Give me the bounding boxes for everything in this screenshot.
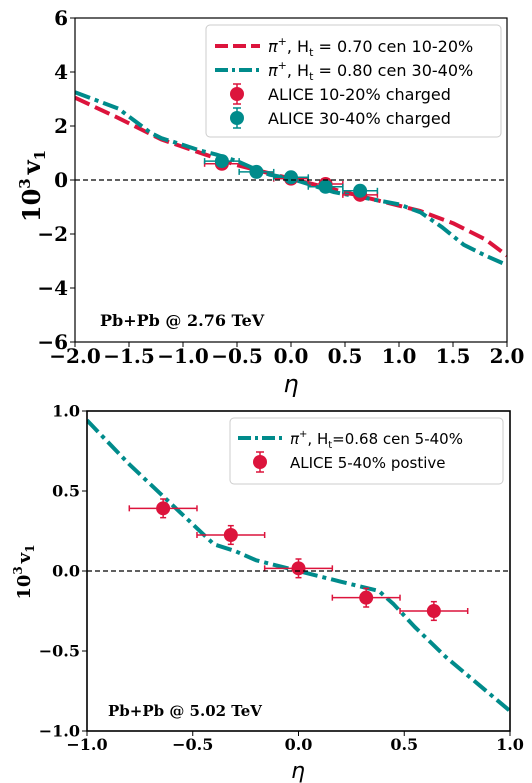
- top-tick-labels: −2.0 −1.5 −1.0 −0.5 0.0 0.5 1.0 1.5 2.0 6 4 2 0 −2 −4 −…: [37, 6, 524, 368]
- bottom-ylabel-sub: 1: [23, 544, 37, 552]
- bottom-x-tick-label: −1.0: [66, 735, 107, 754]
- bottom-y-tick-label: −0.5: [39, 642, 80, 661]
- top-legend-handle-4: [230, 107, 244, 129]
- top-legend-1-main: π: [268, 37, 278, 56]
- top-x-tick-label: −1.5: [103, 344, 155, 368]
- top-legend-box: [205, 24, 502, 138]
- bottom-legend-label-2: ALICE 5-40% postive: [290, 454, 446, 472]
- bottom-legend-1-main: π: [290, 430, 300, 448]
- bottom-y-tick-label: 1.0: [52, 402, 80, 421]
- top-legend-2-sup: +: [278, 59, 287, 72]
- bottom-legend-1-rest: , H: [307, 430, 328, 448]
- bottom-series-line-0: [87, 418, 510, 713]
- bottom-marker: [291, 561, 306, 576]
- top-legend-handle-3: [230, 83, 244, 105]
- top-ylabel-base: 10: [17, 189, 46, 222]
- top-x-tick-label: 1.5: [436, 344, 471, 368]
- top-marker: [353, 183, 368, 198]
- top-x-tick-label: −1.0: [157, 344, 209, 368]
- bottom-y-axis-title: 103 v1: [11, 544, 37, 599]
- bottom-y-tick-label: −1.0: [39, 722, 80, 741]
- bottom-x-tick-label: −0.5: [172, 735, 213, 754]
- top-annotation: Pb+Pb @ 2.76 TeV: [100, 311, 265, 330]
- bottom-y-tick-label: 0.5: [52, 482, 80, 501]
- top-legend-1-sub: t: [309, 46, 314, 59]
- top-y-tick-label: −6: [37, 330, 68, 354]
- bottom-legend-1-sup: +: [299, 429, 307, 440]
- top-marker: [318, 179, 333, 194]
- top-ylabel-sub: 1: [31, 150, 49, 160]
- top-x-tick-label: 1.0: [382, 344, 417, 368]
- bottom-legend-box: [229, 417, 504, 485]
- panel-top: −2.0 −1.5 −1.0 −0.5 0.0 0.5 1.0 1.5 2.0 6 4 2 0 −2 −4 −…: [16, 6, 524, 398]
- bottom-marker: [426, 604, 441, 618]
- bottom-ylabel-base: 10: [14, 575, 35, 600]
- bottom-data-point: [331, 587, 401, 608]
- bottom-ylabel-exp: 3: [11, 566, 25, 574]
- top-legend-2-main: π: [268, 61, 278, 80]
- top-data-point: [238, 164, 275, 179]
- top-legend-1-sup: +: [278, 35, 287, 48]
- bottom-y-tick-label: 0.0: [52, 562, 80, 581]
- top-y-tick-label: −2: [37, 222, 68, 246]
- top-y-tick-label: 2: [54, 114, 68, 138]
- top-legend-1-rest: , H: [287, 37, 309, 56]
- top-x-axis-title: η: [283, 370, 298, 398]
- top-y-tick-label: −4: [37, 276, 68, 300]
- bottom-marker: [359, 590, 374, 605]
- bottom-ylabel-var: v: [14, 552, 35, 564]
- top-x-tick-label: 0.5: [328, 344, 363, 368]
- top-legend-2-sub: t: [309, 70, 314, 83]
- bottom-legend: π+, Ht=0.68 cen 5-40% ALICE 5-40% postiv…: [229, 417, 504, 485]
- top-x-tick-label: 0.0: [274, 344, 309, 368]
- bottom-x-tick-label: 1.0: [496, 735, 524, 754]
- top-data-point: [342, 183, 379, 198]
- top-y-tick-label: 0: [54, 168, 68, 192]
- top-y-tick-label: 4: [54, 60, 68, 84]
- top-legend-label-2: π+, Ht = 0.80 cen 30-40%: [268, 59, 473, 83]
- top-y-axis-title: 103 v1: [16, 150, 49, 222]
- bottom-legend-1-tail: =0.68 cen 5-40%: [332, 430, 463, 448]
- top-legend-label-1: π+, Ht = 0.70 cen 10-20%: [268, 35, 473, 59]
- top-data-point: [203, 154, 240, 169]
- bottom-legend-handle-2: [253, 451, 267, 473]
- top-x-tick-label: 2.0: [490, 344, 525, 368]
- panel-bottom: −1.0 −0.5 0.0 0.5 1.0 1.0 0.5 0.0 −0.5 −1.0 103 v1…: [11, 402, 524, 783]
- top-x-tick-label: −2.0: [49, 344, 101, 368]
- top-marker: [214, 154, 229, 169]
- top-legend-1-tail: = 0.70 cen 10-20%: [313, 37, 473, 56]
- top-ylabel-exp: 3: [16, 178, 34, 188]
- bottom-x-tick-label: 0.5: [390, 735, 418, 754]
- bottom-marker: [223, 528, 238, 542]
- bottom-plot-area: [87, 418, 510, 713]
- bottom-legend-label-1: π+, Ht=0.68 cen 5-40%: [290, 429, 463, 451]
- top-legend-2-tail: = 0.80 cen 30-40%: [313, 61, 473, 80]
- bottom-data-point: [128, 498, 198, 519]
- top-marker: [284, 170, 298, 185]
- top-legend-2-rest: , H: [287, 61, 309, 80]
- top-data-point: [307, 179, 344, 194]
- top-legend-label-3: ALICE 10-20% charged: [268, 85, 451, 104]
- top-plot-area: [75, 90, 507, 267]
- bottom-data-point: [196, 524, 266, 546]
- bottom-annotation: Pb+Pb @ 5.02 TeV: [108, 702, 262, 720]
- top-legend: π+, Ht = 0.70 cen 10-20% π+, Ht = 0.80 c…: [205, 24, 502, 138]
- top-marker: [249, 164, 264, 179]
- bottom-tick-labels: −1.0 −0.5 0.0 0.5 1.0 1.0 0.5 0.0 −0.5 −1.0: [39, 402, 524, 754]
- bottom-legend-1-sub: t: [328, 440, 332, 451]
- top-ylabel-var: v: [17, 159, 46, 175]
- bottom-data-point: [399, 600, 469, 622]
- bottom-x-tick-label: 0.0: [285, 735, 313, 754]
- bottom-x-axis-title: η: [291, 759, 305, 783]
- top-y-tick-label: 6: [54, 6, 68, 30]
- top-legend-label-4: ALICE 30-40% charged: [268, 109, 451, 128]
- bottom-data-point: [263, 558, 334, 579]
- top-x-tick-label: −0.5: [211, 344, 263, 368]
- bottom-marker: [156, 501, 171, 516]
